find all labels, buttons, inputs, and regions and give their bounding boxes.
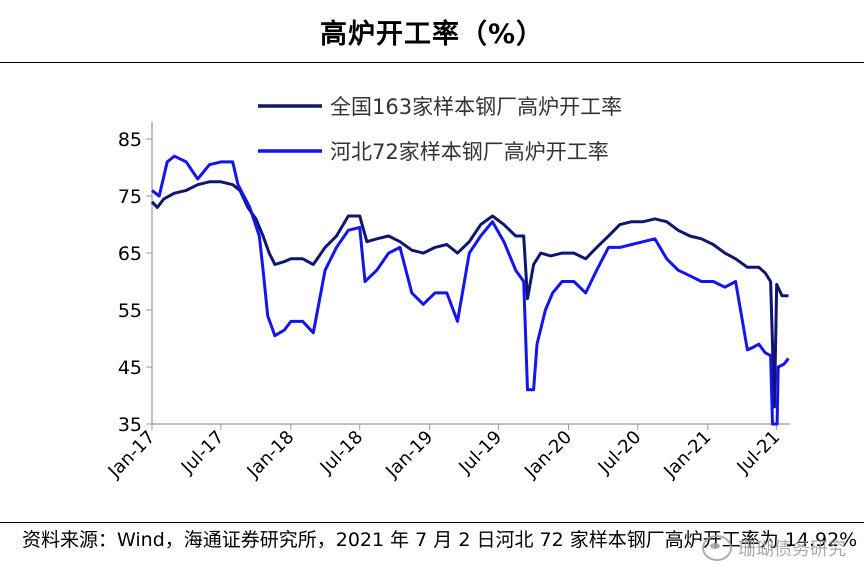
legend-label: 河北72家样本钢厂高炉开工率 [330, 140, 609, 164]
y-tick-label: 55 [118, 300, 142, 322]
y-tick-label: 65 [118, 243, 142, 265]
series-line-hebei [151, 154, 790, 426]
x-tick-label: Jan-18 [242, 427, 298, 483]
watermark-text: 珊瑚债务研究 [738, 539, 846, 560]
wechat-logo-icon [702, 535, 732, 561]
x-tick-label: Jan-19 [381, 427, 437, 483]
series-line-national [150, 180, 789, 409]
legend-label: 全国163家样本钢厂高炉开工率 [330, 95, 622, 119]
x-tick-label: Jan-21 [659, 427, 715, 483]
x-tick-label: Jan-20 [520, 427, 576, 483]
source-divider [0, 522, 864, 523]
x-tick-label: Jul-21 [733, 427, 785, 479]
watermark: 珊瑚债务研究 [702, 535, 846, 561]
y-tick-label: 45 [118, 357, 142, 379]
title-divider [0, 62, 864, 63]
x-tick-label: Jul-19 [454, 427, 506, 479]
y-tick-label: 35 [118, 414, 142, 436]
y-tick-label: 85 [118, 129, 142, 151]
y-tick-label: 75 [118, 186, 142, 208]
x-tick-label: Jul-17 [177, 427, 229, 479]
source-note: 资料来源：Wind，海通证券研究所，2021 年 7 月 2 日河北 72 家样… [22, 529, 858, 551]
chart-title: 高炉开工率（%） [319, 18, 545, 50]
x-tick-label: Jul-18 [316, 427, 368, 479]
x-tick-label: Jul-20 [594, 427, 646, 479]
